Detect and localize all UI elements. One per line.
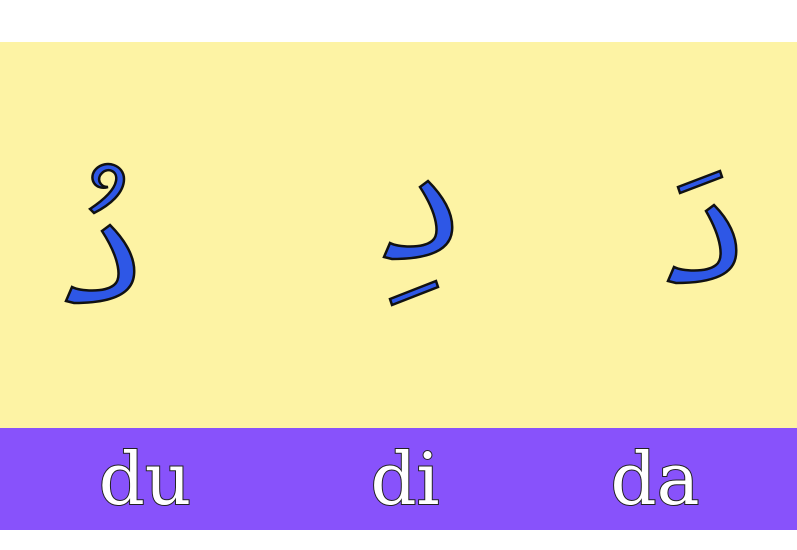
transliteration-di: di — [369, 436, 440, 522]
kasra-mark — [388, 279, 440, 307]
dal-body — [666, 203, 738, 285]
letters-panel — [0, 42, 797, 428]
letter-cell-di — [300, 42, 500, 428]
dal-body — [64, 223, 136, 305]
transliteration-bar: du di da — [0, 428, 797, 530]
dal-fatha-glyph — [666, 169, 738, 285]
dal-damma-glyph — [64, 162, 136, 305]
damma-mark — [88, 162, 126, 215]
letter-cell-da — [580, 42, 780, 428]
dal-body — [382, 179, 454, 261]
transliteration-da: da — [609, 436, 700, 522]
fatha-mark — [676, 169, 724, 195]
transliteration-du: du — [98, 436, 192, 522]
dal-kasra-glyph — [382, 179, 454, 307]
letter-cell-du — [20, 42, 220, 428]
